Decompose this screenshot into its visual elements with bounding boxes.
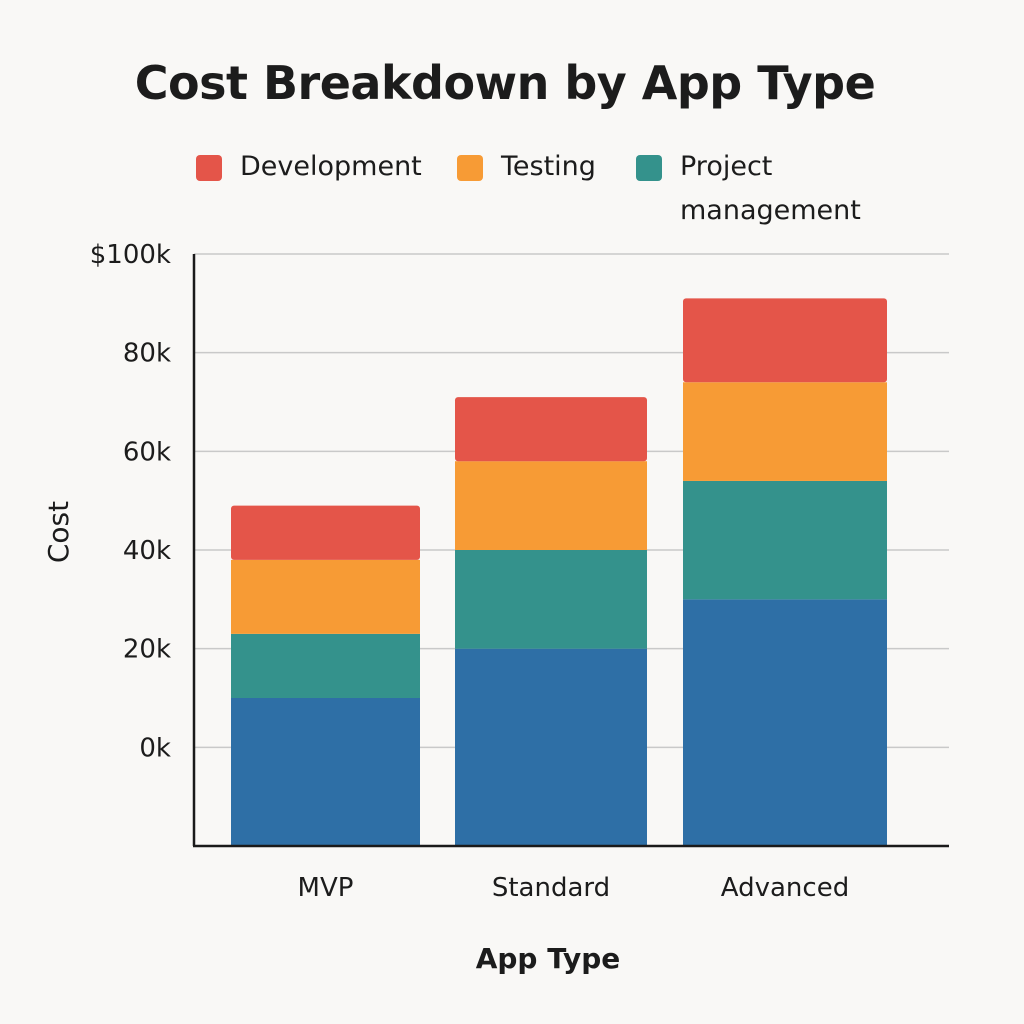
y-tick-label: 40k — [123, 536, 171, 566]
bar-segment-base-mvp — [231, 698, 420, 846]
y-tick-labels: 0k 20k 40k 60k 80k $100k — [90, 240, 171, 763]
x-tick-label: Advanced — [721, 873, 849, 903]
legend-item-project-management: Project management — [636, 151, 880, 233]
x-tick-labels: MVP Standard Advanced — [298, 873, 850, 903]
bar-segment-project-management-advanced — [683, 480, 887, 600]
legend-swatch-project-management — [636, 155, 662, 181]
legend-item-development: Development — [196, 151, 422, 189]
y-tick-label: 0k — [139, 733, 171, 763]
x-axis-label: App Type — [476, 942, 621, 975]
y-tick-label: 80k — [123, 339, 171, 369]
y-tick-label: 60k — [123, 437, 171, 467]
bar-segment-project-management-mvp — [231, 633, 420, 698]
bar-segment-base-advanced — [683, 599, 887, 846]
bar-segment-base-standard — [455, 648, 647, 846]
bars — [231, 298, 887, 846]
bar-segment-development-advanced — [683, 298, 887, 383]
legend-item-testing: Testing — [457, 151, 596, 189]
legend-swatch-development — [196, 155, 222, 181]
bar-segment-testing-advanced — [683, 382, 887, 481]
bar-segment-project-management-standard — [455, 550, 647, 649]
y-axis-label: Cost — [42, 501, 75, 563]
x-tick-label: Standard — [492, 873, 610, 903]
bar-segment-development-mvp — [231, 505, 420, 560]
y-tick-label: $100k — [90, 240, 171, 270]
y-tick-label: 20k — [123, 635, 171, 665]
bar-segment-testing-standard — [455, 461, 647, 550]
x-tick-label: MVP — [298, 873, 354, 903]
bar-segment-testing-mvp — [231, 559, 420, 634]
legend-label-testing: Testing — [501, 151, 596, 182]
legend-label-development: Development — [240, 151, 422, 182]
chart-title: Cost Breakdown by App Type — [134, 56, 876, 110]
legend-label-project-management: Project management — [680, 151, 861, 226]
bar-segment-development-standard — [455, 397, 647, 462]
legend-swatch-testing — [457, 155, 483, 181]
